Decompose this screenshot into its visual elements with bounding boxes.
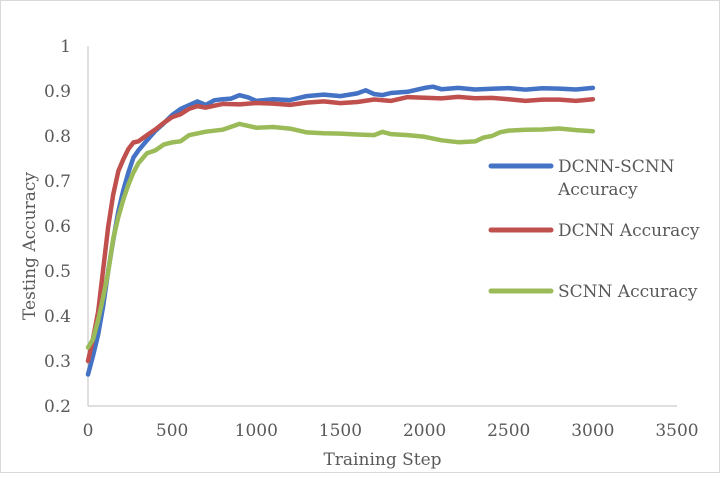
series-line-3: [85, 121, 596, 350]
x-tick-label: 2500: [487, 421, 530, 441]
x-tick-label: 3000: [571, 421, 614, 441]
series-lines: [85, 84, 596, 377]
y-axis-title: Testing Accuracy: [20, 172, 40, 320]
y-tick-label: 0.6: [44, 217, 71, 237]
y-tick-label: 0.5: [44, 262, 71, 282]
y-tick-label: 0.9: [44, 82, 71, 102]
y-tick-label: 0.2: [44, 397, 71, 417]
x-tick-label: 1000: [235, 421, 278, 441]
x-tick-label: 0: [83, 421, 94, 441]
x-tick-label: 1500: [319, 421, 362, 441]
y-tick-labels: 0.2 0.3 0.4 0.5 0.6 0.7 0.8 0.9 1: [44, 37, 71, 417]
legend-label: Accuracy: [557, 180, 638, 200]
legend-label: SCNN Accuracy: [558, 282, 698, 302]
legend-label: DCNN Accuracy: [558, 221, 700, 241]
y-tick-label: 0.3: [44, 352, 71, 372]
series-line-1: [85, 84, 596, 377]
y-tick-label: 1: [60, 37, 71, 57]
y-tick-label: 0.8: [44, 127, 71, 147]
x-tick-label: 3500: [655, 421, 698, 441]
legend-label: DCNN-SCNN: [558, 157, 675, 177]
x-tick-labels: 0 500 1000 1500 2000 2500 3000 3500: [83, 421, 699, 441]
y-tick-label: 0.4: [44, 307, 71, 327]
series-line-2: [85, 94, 596, 364]
x-tick-label: 500: [156, 421, 188, 441]
x-axis-title: Training Step: [323, 450, 441, 470]
y-tick-label: 0.7: [44, 172, 71, 192]
x-tick-label: 2000: [403, 421, 446, 441]
legend: DCNN-SCNN Accuracy DCNN Accuracy SCNN Accur…: [488, 157, 700, 302]
